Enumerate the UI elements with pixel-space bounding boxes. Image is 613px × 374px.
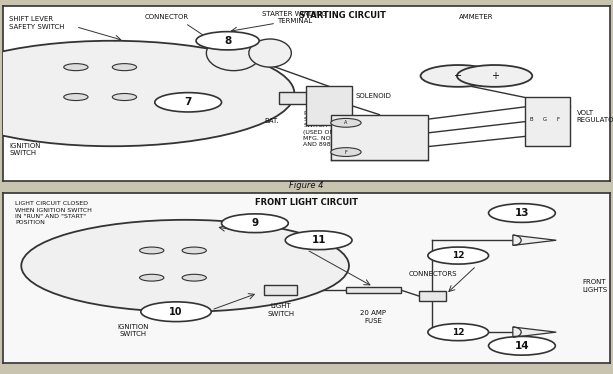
Text: FRONT LIGHT CIRCUIT: FRONT LIGHT CIRCUIT [255, 198, 358, 207]
Ellipse shape [207, 36, 261, 71]
FancyBboxPatch shape [331, 114, 428, 160]
Text: +: + [490, 71, 498, 81]
Text: PTO
SAFETY
SWITCH
(USED ON
MFG. NOS. 765
AND 898 ONLY): PTO SAFETY SWITCH (USED ON MFG. NOS. 765… [303, 111, 352, 147]
Circle shape [141, 302, 211, 322]
Circle shape [112, 94, 137, 101]
Circle shape [196, 32, 259, 50]
FancyBboxPatch shape [264, 285, 297, 295]
Text: 11: 11 [311, 235, 326, 245]
Circle shape [182, 247, 207, 254]
Text: LIGHT
SWITCH: LIGHT SWITCH [267, 303, 294, 317]
Circle shape [140, 247, 164, 254]
Text: SHIFT LEVER
SAFETY SWITCH: SHIFT LEVER SAFETY SWITCH [9, 16, 64, 30]
Text: 13: 13 [515, 208, 529, 218]
Text: CONNECTORS: CONNECTORS [408, 271, 457, 277]
Text: F: F [345, 150, 348, 154]
Text: LIGHT CIRCUIT CLOSED
WHEN IGNITION SWITCH
IN "RUN" AND "START"
POSITION: LIGHT CIRCUIT CLOSED WHEN IGNITION SWITC… [15, 201, 92, 225]
Text: BAT.: BAT. [265, 118, 279, 124]
Text: 12: 12 [452, 328, 465, 337]
FancyBboxPatch shape [346, 287, 400, 293]
Text: B: B [529, 117, 533, 122]
Polygon shape [513, 327, 556, 337]
FancyBboxPatch shape [306, 86, 352, 125]
Polygon shape [513, 235, 556, 245]
Text: STARTER-
GENERATOR: STARTER- GENERATOR [363, 128, 405, 142]
Circle shape [457, 65, 532, 87]
Text: AMMETER: AMMETER [459, 15, 493, 21]
Text: Figure 4: Figure 4 [289, 181, 324, 190]
Circle shape [140, 274, 164, 281]
Circle shape [489, 204, 555, 223]
Text: FRONT
LIGHTS: FRONT LIGHTS [582, 279, 607, 293]
Text: 12: 12 [452, 251, 465, 260]
Text: SOLENOID: SOLENOID [355, 93, 391, 99]
Circle shape [154, 93, 221, 112]
Circle shape [489, 336, 555, 355]
Circle shape [64, 64, 88, 71]
FancyBboxPatch shape [419, 291, 446, 301]
Text: G: G [543, 117, 546, 122]
Text: 14: 14 [515, 341, 529, 351]
Text: 9: 9 [251, 218, 259, 228]
Circle shape [0, 41, 294, 146]
Text: STARTER WINDING
TERMINAL: STARTER WINDING TERMINAL [262, 11, 327, 24]
Text: 20 AMP
FUSE: 20 AMP FUSE [360, 310, 386, 324]
Circle shape [182, 274, 207, 281]
Text: VOLT
REGULATOR: VOLT REGULATOR [577, 110, 613, 123]
Circle shape [112, 64, 137, 71]
Text: IGNITION
SWITCH: IGNITION SWITCH [118, 324, 150, 337]
Ellipse shape [249, 39, 291, 67]
Text: −: − [454, 71, 462, 81]
Circle shape [221, 214, 288, 233]
Text: 8: 8 [224, 36, 231, 46]
Circle shape [21, 220, 349, 312]
Circle shape [428, 247, 489, 264]
Text: CONNECTOR: CONNECTOR [145, 15, 189, 21]
FancyBboxPatch shape [525, 97, 571, 146]
Circle shape [428, 324, 489, 341]
Circle shape [285, 231, 352, 249]
Circle shape [421, 65, 496, 87]
Circle shape [64, 94, 88, 101]
Text: IGNITION
SWITCH: IGNITION SWITCH [9, 143, 40, 156]
Text: 10: 10 [169, 307, 183, 317]
Text: STARTING CIRCUIT: STARTING CIRCUIT [300, 11, 386, 20]
Circle shape [331, 148, 361, 156]
Circle shape [331, 119, 361, 127]
Text: F: F [556, 117, 559, 122]
Text: A: A [345, 120, 348, 125]
Text: 7: 7 [185, 97, 192, 107]
FancyBboxPatch shape [279, 92, 313, 104]
